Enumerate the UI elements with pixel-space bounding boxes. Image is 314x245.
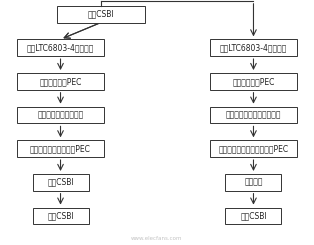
FancyBboxPatch shape [33,174,89,191]
FancyBboxPatch shape [17,73,104,90]
FancyBboxPatch shape [210,39,297,56]
Text: www.elecfans.com: www.elecfans.com [131,236,183,241]
FancyBboxPatch shape [210,140,297,157]
Text: 发送电压转换开启命令PEC: 发送电压转换开启命令PEC [30,144,91,153]
Text: 拉高CSBI: 拉高CSBI [47,178,74,187]
FancyBboxPatch shape [17,39,104,56]
FancyBboxPatch shape [33,208,89,224]
Text: 发送芯片地址PEC: 发送芯片地址PEC [39,77,82,86]
Text: 发送LTC6803-4芯片地址: 发送LTC6803-4芯片地址 [27,43,94,52]
Text: 数据转换: 数据转换 [244,178,263,187]
FancyBboxPatch shape [210,107,297,123]
FancyBboxPatch shape [17,140,104,157]
Text: 发送读取电压寄存器指令码PEC: 发送读取电压寄存器指令码PEC [219,144,289,153]
FancyBboxPatch shape [225,174,281,191]
Text: 发送电压转换开启命令: 发送电压转换开启命令 [37,110,84,120]
Text: 发送芯片地址PEC: 发送芯片地址PEC [232,77,275,86]
Text: 发送LTC6803-4芯片地址: 发送LTC6803-4芯片地址 [220,43,287,52]
FancyBboxPatch shape [17,107,104,123]
Text: 拉低CSBI: 拉低CSBI [47,211,74,220]
Text: 发送读取电压寄存器指令码: 发送读取电压寄存器指令码 [226,110,281,120]
Text: 拉低CSBI: 拉低CSBI [88,10,114,19]
FancyBboxPatch shape [210,73,297,90]
FancyBboxPatch shape [57,6,144,23]
FancyBboxPatch shape [225,208,281,224]
Text: 拉低CSBI: 拉低CSBI [240,211,267,220]
